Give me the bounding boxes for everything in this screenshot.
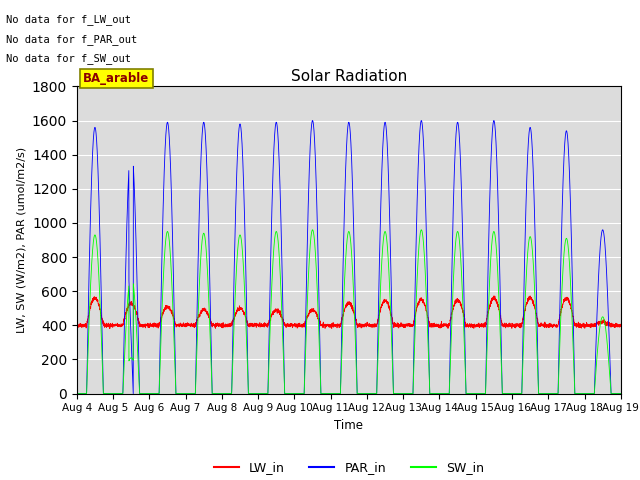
SW_in	[617, 391, 625, 396]
SW_in	[171, 352, 179, 358]
LW_in	[502, 325, 509, 331]
X-axis label: Time: Time	[334, 419, 364, 432]
LW_in	[73, 322, 81, 328]
Line: LW_in: LW_in	[77, 296, 621, 329]
Line: PAR_in: PAR_in	[77, 120, 621, 394]
LW_in	[490, 293, 498, 299]
PAR_in	[502, 391, 509, 396]
Text: No data for f_LW_out: No data for f_LW_out	[6, 14, 131, 25]
Title: Solar Radiation: Solar Radiation	[291, 69, 407, 84]
SW_in	[616, 391, 624, 396]
Y-axis label: LW, SW (W/m2), PAR (umol/m2/s): LW, SW (W/m2), PAR (umol/m2/s)	[16, 147, 26, 333]
PAR_in	[171, 326, 179, 332]
LW_in	[329, 322, 337, 327]
PAR_in	[616, 391, 624, 396]
LW_in	[171, 319, 179, 324]
PAR_in	[440, 391, 448, 396]
Legend: LW_in, PAR_in, SW_in: LW_in, PAR_in, SW_in	[209, 456, 489, 480]
LW_in	[471, 322, 479, 328]
SW_in	[328, 391, 336, 396]
SW_in	[73, 391, 81, 396]
Text: BA_arable: BA_arable	[83, 72, 150, 84]
PAR_in	[73, 391, 81, 396]
Line: SW_in: SW_in	[77, 230, 621, 394]
SW_in	[417, 227, 425, 233]
PAR_in	[617, 391, 625, 396]
SW_in	[441, 391, 449, 396]
Text: No data for f_PAR_out: No data for f_PAR_out	[6, 34, 138, 45]
SW_in	[502, 391, 509, 396]
PAR_in	[490, 118, 498, 123]
LW_in	[616, 322, 624, 327]
LW_in	[106, 326, 114, 332]
PAR_in	[328, 391, 336, 396]
LW_in	[441, 323, 449, 329]
SW_in	[471, 391, 479, 396]
Text: No data for f_SW_out: No data for f_SW_out	[6, 53, 131, 64]
PAR_in	[471, 391, 479, 396]
LW_in	[617, 323, 625, 328]
